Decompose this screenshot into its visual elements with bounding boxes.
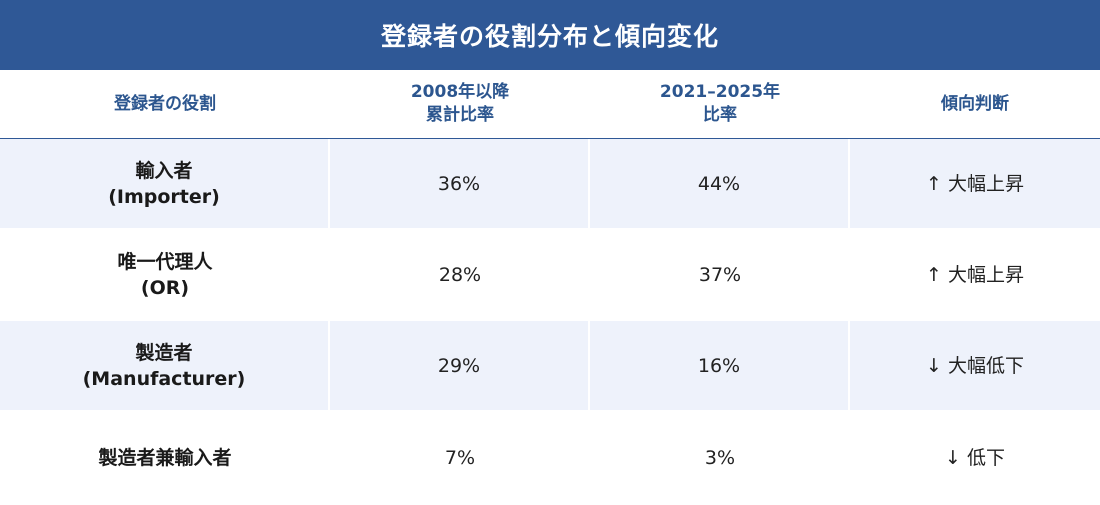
table-row: 唯一代理人 (OR) 28% 37% ↑ 大幅上昇 [0,230,1100,321]
trend-label: 大幅上昇 [947,263,1024,286]
header-cumulative-line1: 2008年以降 [410,82,510,102]
table-row: 製造者兼輸入者 7% 3% ↓ 低下 [0,412,1100,503]
arrow-up-icon: ↑ [926,263,942,286]
cumulative-cell: 28% [330,230,590,321]
recent-cell: 3% [704,446,736,469]
header-recent-line2: 比率 [703,105,737,125]
arrow-up-icon: ↑ [926,172,942,195]
header-cumulative-line2: 累計比率 [426,105,494,125]
header-recent: 2021–2025年 比率 [590,70,850,139]
table-title: 登録者の役割分布と傾向変化 [0,0,1100,70]
role-english: (Importer) [108,185,220,208]
header-recent-line1: 2021–2025年 [659,82,781,102]
cumulative-cell: 7% [444,446,476,469]
table-row: 製造者 (Manufacturer) 29% 16% ↓ 大幅低下 [0,321,1100,412]
trend-cell: ↓ 低下 [850,412,1100,503]
header-trend: 傾向判断 [850,70,1100,139]
role-name: 唯一代理人 [117,250,213,273]
header-role: 登録者の役割 [0,70,330,139]
trend-label: 大幅上昇 [947,172,1024,195]
role-english: (OR) [140,276,190,299]
header-cumulative: 2008年以降 累計比率 [330,70,590,139]
header-row: 登録者の役割 2008年以降 累計比率 2021–2025年 比率 傾向判断 [0,70,1100,139]
recent-cell: 44% [590,139,850,230]
role-name: 輸入者 [135,159,193,182]
header-role-label: 登録者の役割 [114,93,216,114]
trend-cell: ↑ 大幅上昇 [850,139,1100,230]
role-cell: 輸入者 (Importer) [0,139,330,230]
trend-cell: ↓ 大幅低下 [850,321,1100,412]
recent-cell: 16% [590,321,850,412]
header-trend-label: 傾向判断 [941,93,1009,114]
trend-label: 大幅低下 [947,354,1024,377]
recent-cell: 37% [590,230,850,321]
role-english: (Manufacturer) [82,367,246,390]
role-cell: 唯一代理人 (OR) [0,230,330,321]
role-cell: 製造者 (Manufacturer) [0,321,330,412]
role-name: 製造者 [135,341,193,364]
role-cell: 製造者兼輸入者 [0,412,330,503]
cumulative-cell: 36% [330,139,590,230]
trend-cell: ↑ 大幅上昇 [850,230,1100,321]
trend-label: 低下 [966,446,1005,469]
arrow-down-icon: ↓ [926,354,942,377]
arrow-down-icon: ↓ [945,446,961,469]
role-distribution-table: 登録者の役割 2008年以降 累計比率 2021–2025年 比率 傾向判断 輸… [0,70,1100,503]
cumulative-cell: 29% [330,321,590,412]
table-row: 輸入者 (Importer) 36% 44% ↑ 大幅上昇 [0,139,1100,230]
role-name: 製造者兼輸入者 [98,446,232,469]
